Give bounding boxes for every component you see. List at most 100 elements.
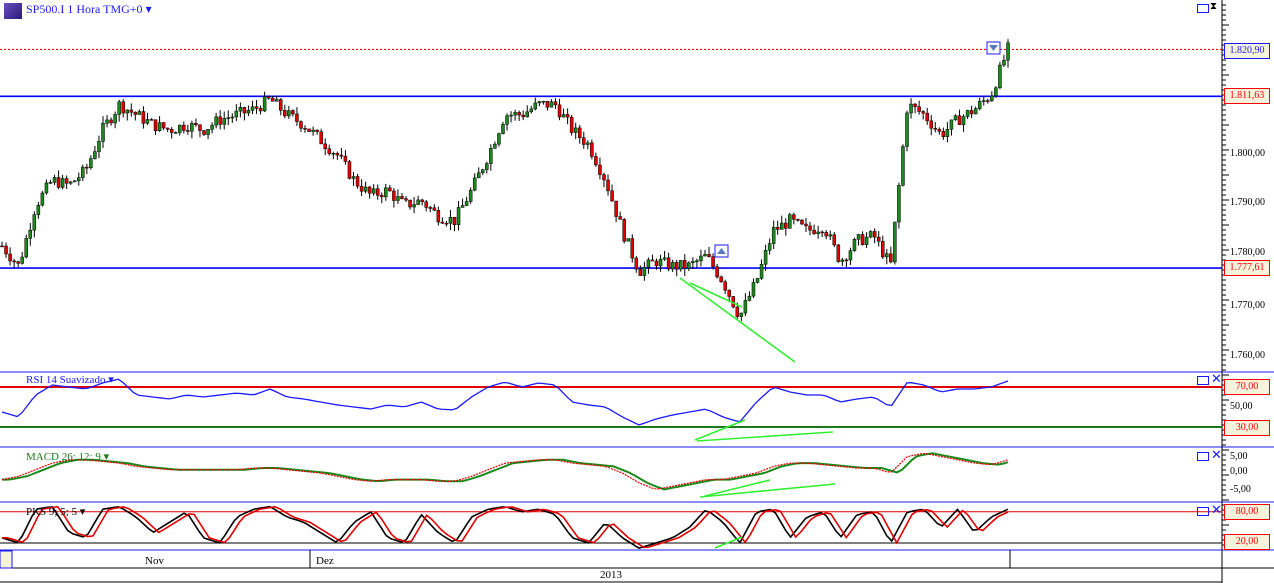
candle [674,262,679,270]
candle [303,127,307,130]
candle [856,234,861,240]
candle [808,225,812,231]
triangle-down-icon [989,45,998,51]
candle [81,166,85,178]
candle [925,112,929,122]
caret-down-icon: ▾ [108,374,114,386]
candle [723,281,727,291]
macd-close-icon[interactable]: ✕ [1211,448,1222,463]
candle [323,143,327,150]
candle [226,117,230,119]
candle [969,110,974,115]
candle [476,172,481,179]
candle [687,262,691,269]
year-label: 2013 [600,569,622,581]
candle [650,259,655,262]
candle [380,195,384,198]
candle [497,133,501,145]
candle [28,229,33,239]
candle [582,137,586,145]
candle [557,104,562,118]
candle [4,245,8,255]
macd-maximize-button[interactable] [1197,452,1209,461]
candle [432,207,437,211]
price-tick: 1.760,00 [1230,350,1265,361]
candle [464,201,469,206]
rsi-maximize-button[interactable] [1197,376,1209,385]
candle [767,243,772,251]
candle [72,180,77,183]
candle [909,103,913,114]
symbol-selector[interactable]: SP500.I 1 Hora TMG+0 ▾ [26,2,152,17]
candle [68,181,73,184]
current-price-label: 1.820,90 [1224,43,1270,59]
candle [440,221,445,224]
candle [436,210,441,223]
macd-title-text: MACD 26; 12; 9 [26,451,101,463]
candle [392,190,396,201]
candle [662,257,667,260]
candle [165,127,170,130]
candle [299,121,303,129]
candle [307,128,311,132]
maximize-button[interactable] [1197,4,1209,13]
candle [792,214,796,220]
candle [905,112,909,147]
candle [703,254,707,257]
month-label: Dez [316,555,334,567]
candle [311,129,315,132]
candle [816,231,820,234]
rsi-title-text: RSI 14 Suavizado [26,374,106,386]
candle [876,236,881,242]
candle [670,262,675,270]
candle [501,124,505,134]
candle [505,115,509,125]
candle [521,114,525,118]
stoch-maximize-button[interactable] [1197,507,1209,516]
candle [638,268,643,276]
candle [868,231,873,238]
candle [375,188,380,196]
triangle-up-icon [717,248,726,254]
candle [852,239,857,251]
candle [1006,42,1010,61]
candle [254,106,259,109]
candle [525,111,529,118]
candle [949,119,954,130]
candle [266,96,271,99]
trend-line [714,536,743,549]
candle [569,116,574,133]
price-tick: 1.790,00 [1230,197,1265,208]
rsi-title[interactable]: RSI 14 Suavizado ▾ [26,373,114,386]
candle [594,156,598,166]
stoch-title[interactable]: PKS 9; 5; 5 ▾ [26,505,85,518]
candle [472,177,477,191]
candle [347,161,352,179]
candle [20,256,24,264]
macd-title[interactable]: MACD 26; 12; 9 ▾ [26,450,109,463]
candle [965,110,970,117]
candle [339,154,344,157]
candle [36,204,41,215]
candle [153,119,158,132]
rsi-close-icon[interactable]: ✕ [1211,372,1222,387]
candle [561,114,566,118]
candle [553,101,558,106]
candle [509,114,513,117]
resistance-label: 1.811,63 [1224,88,1270,104]
candle [565,114,570,118]
candle [622,219,626,242]
candle [214,116,218,126]
candle [456,207,461,226]
pin-icon[interactable]: ⧗ [1210,1,1218,12]
caret-down-icon: ▾ [103,451,110,463]
candle [149,119,154,121]
candle [618,216,622,220]
stoch-close-icon[interactable]: ✕ [1211,503,1222,518]
scroll-handle[interactable] [0,550,13,569]
candle [941,131,946,137]
macd-tick: -5,00 [1230,484,1251,495]
candle [206,129,210,135]
candle [202,130,206,135]
